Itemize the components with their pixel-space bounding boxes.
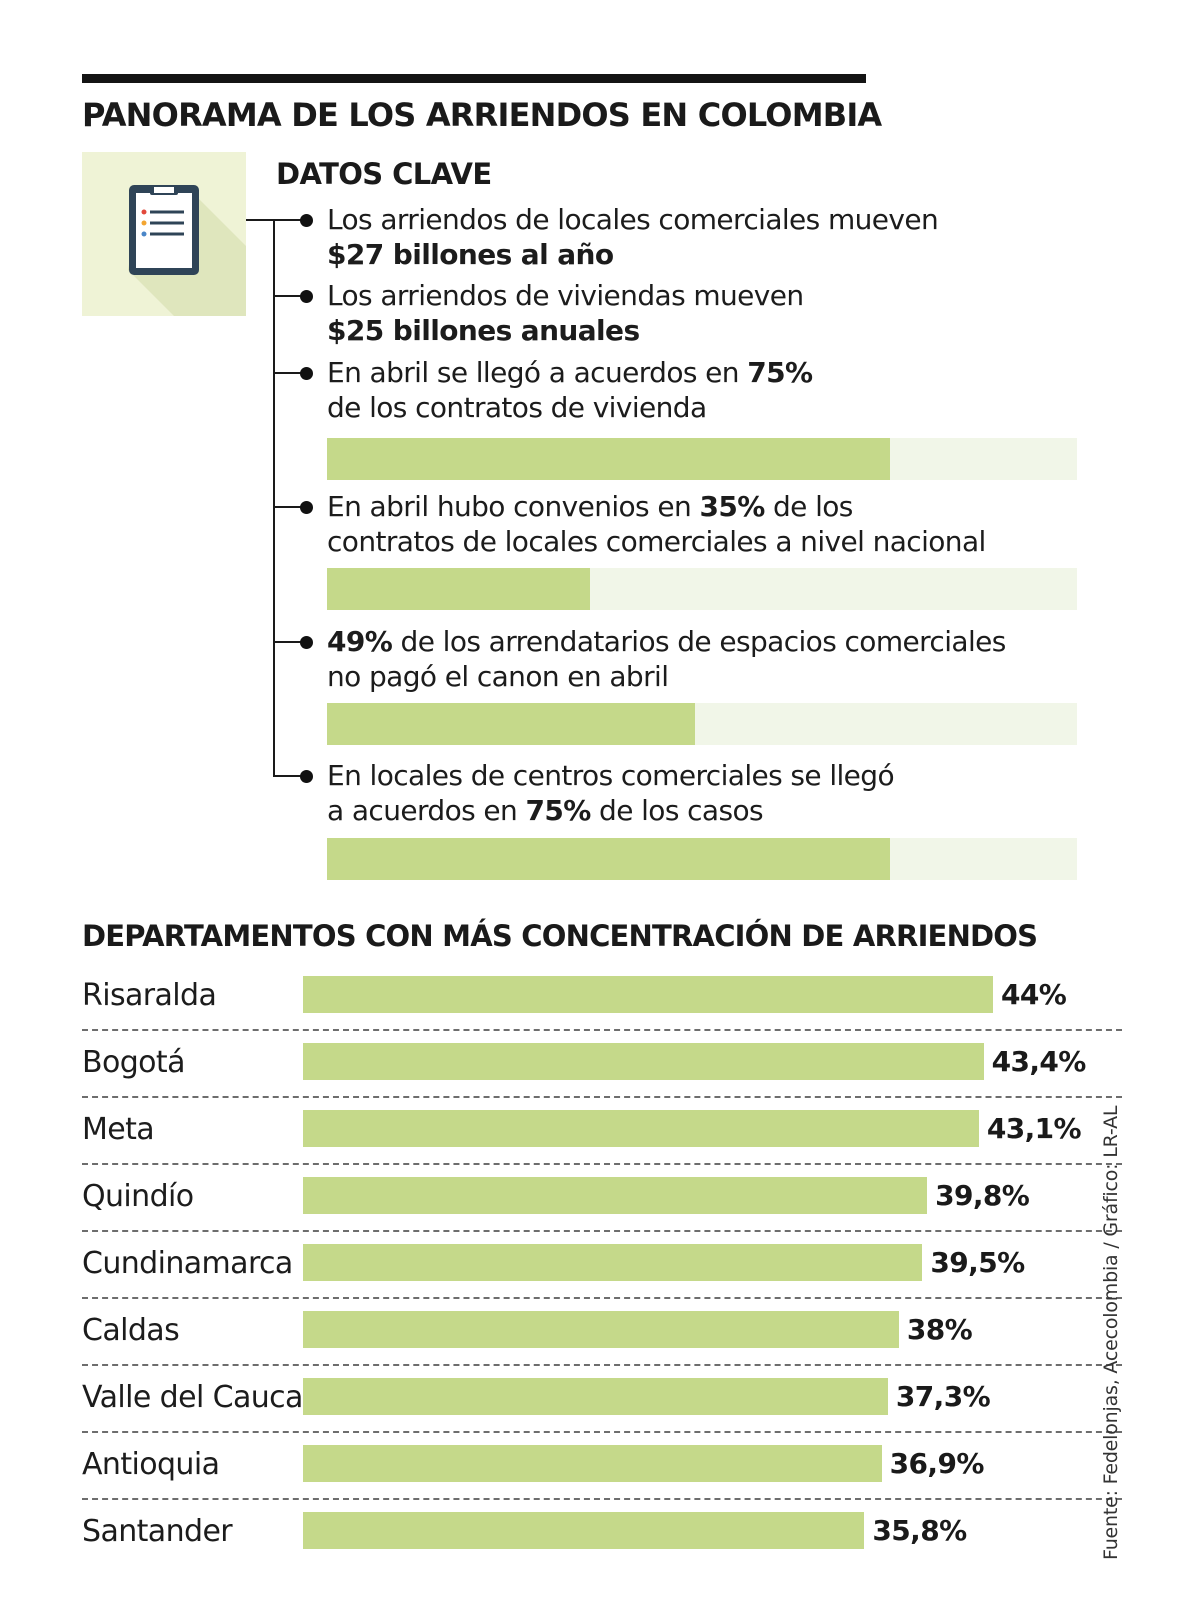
chart-row: Valle del Cauca 37,3% xyxy=(82,1368,1122,1435)
clipboard-icon xyxy=(82,152,246,316)
fact-text: de los xyxy=(764,490,853,523)
value-label: 35,8% xyxy=(872,1514,967,1547)
row-separator xyxy=(82,1029,1122,1031)
fact-connector xyxy=(273,775,305,777)
top-rule xyxy=(82,74,866,83)
chart-row: Quindío 39,8% xyxy=(82,1167,1122,1234)
row-separator xyxy=(82,1297,1122,1299)
percent-bar-fill xyxy=(327,568,590,610)
fact-connector xyxy=(273,641,305,643)
fact-text: contratos de locales comerciales a nivel… xyxy=(327,525,986,558)
bullet-dot xyxy=(300,214,313,227)
category-label: Caldas xyxy=(82,1313,180,1348)
connector-line xyxy=(273,220,275,776)
value-label: 39,5% xyxy=(930,1246,1025,1279)
fact-highlight: 75% xyxy=(525,794,591,827)
fact-connector xyxy=(273,506,305,508)
data-bar xyxy=(303,1244,923,1281)
bullet-dot xyxy=(300,290,313,303)
value-label: 38% xyxy=(906,1313,973,1346)
icon-connector xyxy=(246,219,273,221)
data-bar xyxy=(303,976,993,1013)
fact-connector xyxy=(273,372,305,374)
fact-highlight: 75% xyxy=(747,356,813,389)
fact-highlight: $27 billones al año xyxy=(327,238,614,271)
row-separator xyxy=(82,1096,1122,1098)
key-fact-text: En locales de centros comerciales se lle… xyxy=(327,758,895,828)
chart-row: Antioquia 36,9% xyxy=(82,1435,1122,1502)
fact-connector xyxy=(273,219,305,221)
main-title: PANORAMA DE LOS ARRIENDOS EN COLOMBIA xyxy=(82,96,882,134)
bullet-dot xyxy=(300,367,313,380)
percent-bar-fill xyxy=(327,438,890,480)
chart-row: Meta 43,1% xyxy=(82,1100,1122,1167)
row-separator xyxy=(82,1431,1122,1433)
fact-text: En abril se llegó a acuerdos en xyxy=(327,356,748,389)
fact-text: En locales de centros comerciales se lle… xyxy=(327,759,895,792)
source-note: Fuente: Fedelonjas, Acecolombia / Gráfic… xyxy=(1100,1105,1122,1560)
chart-row: Cundinamarca 39,5% xyxy=(82,1234,1122,1301)
bullet-dot xyxy=(300,636,313,649)
data-bar xyxy=(303,1512,865,1549)
value-label: 39,8% xyxy=(935,1179,1030,1212)
value-label: 43,4% xyxy=(991,1045,1087,1078)
bullet-dot xyxy=(300,770,313,783)
fact-highlight: 35% xyxy=(699,490,765,523)
data-bar xyxy=(303,1043,984,1080)
key-fact-text: En abril se llegó a acuerdos en 75% de lo… xyxy=(327,355,813,425)
category-label: Valle del Cauca xyxy=(82,1380,303,1415)
value-label: 43,1% xyxy=(986,1112,1082,1145)
category-label: Bogotá xyxy=(82,1045,185,1080)
percent-bar-track xyxy=(327,438,1077,480)
key-fact-text: Los arriendos de locales comerciales mue… xyxy=(327,202,939,272)
fact-text: de los contratos de vivienda xyxy=(327,391,707,424)
value-label: 44% xyxy=(1001,978,1067,1011)
category-label: Antioquia xyxy=(82,1447,220,1482)
chart-row: Bogotá 43,4% xyxy=(82,1033,1122,1100)
data-bar xyxy=(303,1110,979,1147)
chart-title: DEPARTAMENTOS CON MÁS CONCENTRACIÓN DE A… xyxy=(82,919,1038,953)
fact-text: de los casos xyxy=(590,794,764,827)
fact-highlight: 49% xyxy=(327,625,393,658)
fact-highlight: $25 billones anuales xyxy=(327,314,640,347)
fact-text: Los arriendos de viviendas mueven xyxy=(327,279,804,312)
key-fact-text: 49% de los arrendatarios de espacios com… xyxy=(327,624,1006,694)
data-bar xyxy=(303,1378,888,1415)
fact-text: a acuerdos en xyxy=(327,794,526,827)
category-label: Santander xyxy=(82,1514,233,1549)
category-label: Risaralda xyxy=(82,978,217,1013)
fact-connector xyxy=(273,295,305,297)
fact-text: Los arriendos de locales comerciales mue… xyxy=(327,203,939,236)
value-label: 36,9% xyxy=(889,1447,985,1480)
key-fact-text: Los arriendos de viviendas mueven $25 bil… xyxy=(327,278,804,348)
percent-bar-track xyxy=(327,703,1077,745)
percent-bar-track xyxy=(327,838,1077,880)
row-separator xyxy=(82,1163,1122,1165)
category-label: Quindío xyxy=(82,1179,194,1214)
data-bar xyxy=(303,1445,882,1482)
chart-row: Caldas 38% xyxy=(82,1301,1122,1368)
key-data-heading: DATOS CLAVE xyxy=(276,157,492,191)
chart-row: Santander 35,8% xyxy=(82,1502,1122,1569)
chart-row: Risaralda 44% xyxy=(82,966,1122,1033)
row-separator xyxy=(82,1230,1122,1232)
category-label: Meta xyxy=(82,1112,155,1147)
percent-bar-fill xyxy=(327,703,695,745)
key-fact-text: En abril hubo convenios en 35% de los con… xyxy=(327,489,986,559)
percent-bar-track xyxy=(327,568,1077,610)
category-label: Cundinamarca xyxy=(82,1246,293,1281)
row-separator xyxy=(82,1364,1122,1366)
row-separator xyxy=(82,1498,1122,1500)
fact-text: En abril hubo convenios en xyxy=(327,490,700,523)
bullet-dot xyxy=(300,501,313,514)
fact-text: de los arrendatarios de espacios comerci… xyxy=(392,625,1007,658)
data-bar xyxy=(303,1311,899,1348)
value-label: 37,3% xyxy=(895,1380,991,1413)
fact-text: no pagó el canon en abril xyxy=(327,660,669,693)
percent-bar-fill xyxy=(327,838,890,880)
data-bar xyxy=(303,1177,928,1214)
